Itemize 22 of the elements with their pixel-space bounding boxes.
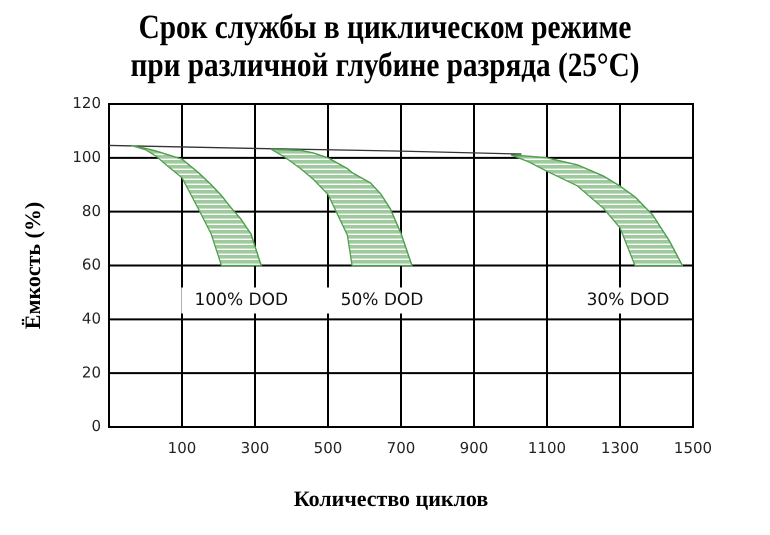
x-tick-label: 500: [314, 439, 342, 457]
x-axis-title: Количество циклов: [294, 486, 488, 511]
x-tick-label: 1100: [528, 439, 566, 457]
y-tick-label: 20: [82, 363, 101, 382]
x-tick-label: 100: [168, 439, 196, 457]
y-tick-label: 120: [72, 94, 101, 112]
y-tick-label: 0: [91, 417, 101, 436]
line-series: [108, 144, 522, 155]
y-tick-label: 100: [72, 148, 101, 166]
x-tick-label: 700: [386, 439, 416, 457]
x-tick-label: 300: [240, 439, 270, 457]
y-tick-label: 40: [82, 309, 101, 328]
series-label: 50% DOD: [340, 290, 424, 310]
chart-title: Срок службы в циклическом режиме при различной глубине разряда (25°C): [130, 8, 640, 84]
y-axis-title: Ёмкость (%): [20, 202, 45, 330]
x-tick-label: 1300: [600, 439, 640, 457]
y-tick-label: 60: [82, 256, 101, 274]
text: 100% DOD: [194, 290, 288, 310]
x-tick-label: 900: [460, 439, 488, 457]
x-tick-label: 1500: [674, 439, 712, 457]
y-tick-label: 80: [82, 202, 101, 220]
series-label: 30% DOD: [586, 290, 670, 310]
